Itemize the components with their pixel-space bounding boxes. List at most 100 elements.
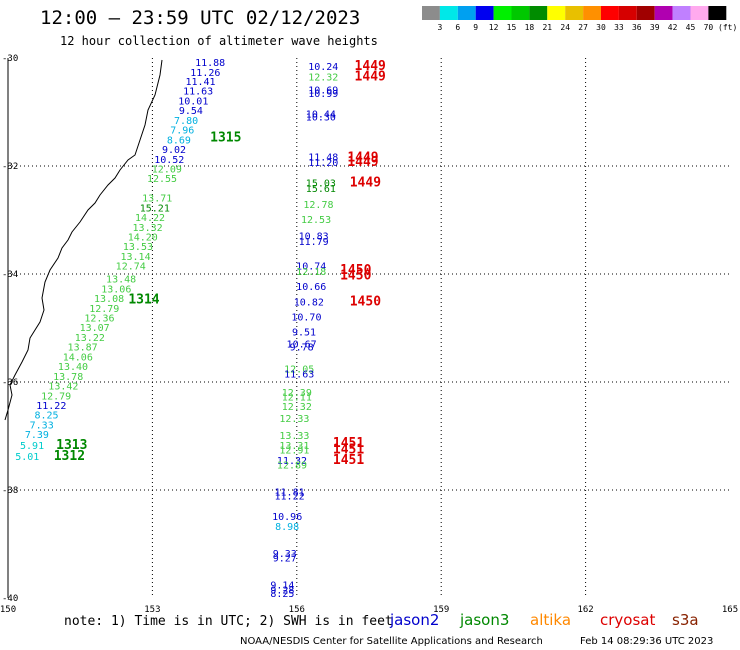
x-tick-label: 150: [0, 605, 16, 615]
colorbar-swatch: [708, 6, 727, 20]
wave-height-value: 10.66: [296, 282, 326, 293]
y-tick-label: -36: [2, 378, 18, 388]
colorbar-label: 36: [632, 23, 642, 32]
timestamp-text: Feb 14 08:29:36 UTC 2023: [580, 636, 713, 647]
wave-height-value: 12.39: [282, 388, 312, 399]
wave-height-value: 11.41: [185, 77, 215, 88]
legend-jason2: jason2: [389, 611, 439, 629]
pass-label: 1315: [210, 131, 241, 146]
colorbar-swatch: [672, 6, 691, 20]
wave-height-value: 13.07: [80, 323, 110, 334]
wave-height-value: 13.06: [101, 284, 131, 295]
wave-height-value: 9.02: [162, 145, 186, 156]
colorbar-swatch: [654, 6, 673, 20]
colorbar-swatch: [690, 6, 709, 20]
wave-height-value: 12.79: [89, 304, 119, 315]
wave-height-value: 11.63: [284, 370, 314, 381]
colorbar-swatch: [636, 6, 655, 20]
wave-height-value: 12.89: [277, 460, 307, 471]
wave-height-value: 7.96: [170, 126, 194, 137]
legend-s3a: s3a: [672, 611, 699, 629]
credit-text: NOAA/NESDIS Center for Satellite Applica…: [240, 636, 543, 647]
x-tick-label: 159: [433, 605, 449, 615]
wave-height-value: 14.20: [128, 233, 158, 244]
x-tick-label: 156: [289, 605, 305, 615]
footer-note: note: 1) Time is in UTC; 2) SWH is in fe…: [64, 614, 393, 629]
pass-label: 1451: [333, 442, 364, 457]
wave-height-value: 13.78: [53, 372, 83, 383]
colorbar-swatch: [529, 6, 548, 20]
colorbar-swatch: [457, 6, 476, 20]
wave-height-value: 12.18: [296, 267, 326, 278]
axis-ticks: 150 153 156 159 162 165 -30 -32 -34 -36 -38 -40: [0, 54, 738, 615]
wave-height-value: 12.78: [303, 200, 333, 211]
x-tick-label: 165: [722, 605, 738, 615]
colorbar-swatch: [439, 6, 458, 20]
wave-height-value: 12.53: [301, 215, 331, 226]
wave-height-value: 12.55: [147, 174, 177, 185]
wave-height-value: 14.06: [63, 352, 93, 363]
wave-height-value: 10.24: [308, 62, 338, 73]
wave-height-value: 13.87: [68, 343, 98, 354]
pass-label: 1449: [347, 151, 378, 166]
colorbar-label: 42: [668, 23, 678, 32]
legend-jason3: jason3: [459, 611, 509, 629]
pass-label: 1451: [333, 436, 364, 451]
pass-label: 1314: [128, 293, 159, 308]
wave-height-value: 7.39: [25, 430, 49, 441]
wave-height-value: 8.98: [275, 522, 299, 533]
wave-height-value: 13.53: [123, 242, 153, 253]
colorbar-swatch: [565, 6, 584, 20]
y-tick-label: -30: [2, 54, 18, 64]
wave-height-value: 11.79: [299, 237, 329, 248]
y-tick-label: -34: [2, 270, 18, 280]
wave-height-value: 11.26: [190, 68, 220, 79]
colorbar-swatch: [475, 6, 494, 20]
y-tick-label: -40: [2, 594, 18, 604]
wave-height-value: 12.32: [308, 73, 338, 84]
wave-height-value: 13.48: [106, 275, 136, 286]
wave-height-value: 15.03: [306, 179, 336, 190]
wave-height-value: 9.51: [292, 328, 316, 339]
wave-height-value: 13.71: [142, 194, 172, 205]
wave-height-value: 10.30: [306, 113, 336, 124]
wave-height-points: 11.8811.2611.4111.6310.019.547.807.968.6…: [15, 58, 338, 600]
color-scale-bar: 3 6 9 12 15 18 21 24 27 30 33 36 39 42 45 70: [422, 6, 727, 32]
wave-height-value: 12.09: [152, 164, 182, 175]
wave-height-value: 13.14: [120, 252, 150, 263]
colorbar-label: 33: [614, 23, 624, 32]
wave-height-value: 9.33: [273, 549, 297, 560]
pass-labels: 1315131413131312144914501451144914491449…: [54, 59, 386, 468]
colorbar-swatch: [618, 6, 637, 20]
wave-height-value: 5.01: [15, 452, 39, 463]
wave-height-value: 9.54: [179, 106, 203, 117]
wave-height-value: 11.63: [183, 87, 213, 98]
pass-label: 1449: [355, 59, 386, 74]
wave-height-value: 12.11: [282, 392, 312, 403]
chart-subtitle: 12 hour collection of altimeter wave hei…: [60, 34, 378, 48]
wave-height-value: 7.80: [174, 116, 198, 127]
colorbar-swatch: [493, 6, 512, 20]
colorbar-label: 70: [704, 23, 714, 32]
wave-height-value: 13.42: [48, 382, 78, 393]
wave-height-value: 15.61: [306, 184, 336, 195]
colorbar-label: 24: [560, 23, 570, 32]
wave-height-value: 13.22: [75, 333, 105, 344]
x-tick-label: 153: [144, 605, 160, 615]
wave-height-value: 11.81: [275, 487, 305, 498]
wave-height-value: 10.01: [178, 96, 208, 107]
wave-height-value: 13.08: [94, 294, 124, 305]
colorbar-unit: (ft): [718, 23, 737, 32]
pass-label: 1449: [355, 70, 386, 85]
pass-label: 1450: [340, 263, 371, 278]
wave-height-value: 10.69: [308, 86, 338, 97]
wave-height-value: 10.83: [299, 231, 329, 242]
pass-label: 1313: [56, 438, 87, 453]
wave-height-value: 11.22: [36, 401, 66, 412]
wave-height-value: 11.22: [275, 492, 305, 503]
pass-label: 1450: [350, 294, 381, 309]
wave-height-value: 9.28: [270, 586, 294, 597]
colorbar-label: 45: [686, 23, 696, 32]
wave-height-value: 8.69: [167, 135, 191, 146]
wave-height-value: 12.74: [116, 262, 146, 273]
